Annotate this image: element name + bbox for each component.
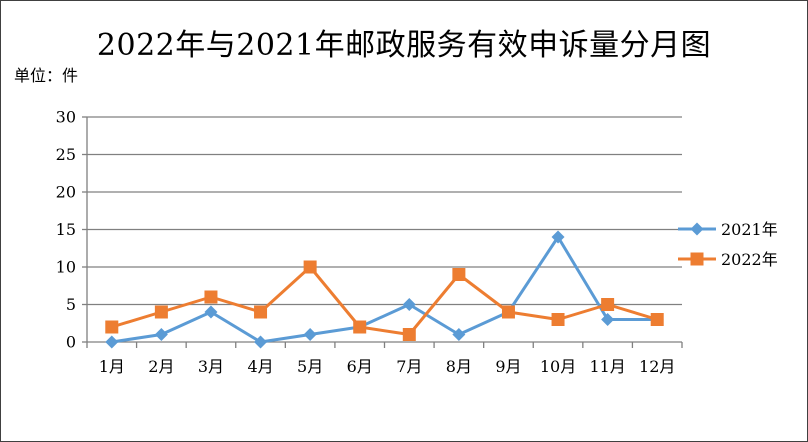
data-point [402, 298, 416, 311]
data-point [254, 335, 268, 349]
y-tick-label: 10 [56, 258, 76, 277]
unit-label: 单位：件 [14, 66, 79, 85]
data-point [650, 313, 664, 326]
y-tick-label: 15 [56, 220, 76, 239]
x-tick-label: 10月 [540, 357, 576, 376]
x-tick-label: 2月 [148, 357, 174, 376]
x-tick-labels: 1月 2月 3月 4月 5月 6月 7月 8月 9月 10月 11月 12月 [99, 357, 676, 376]
x-tick-label: 4月 [247, 357, 273, 376]
legend-label: 2021年 [721, 220, 778, 239]
data-point [204, 305, 218, 319]
x-tick-label: 3月 [198, 357, 224, 376]
series-1 [105, 260, 664, 341]
data-point [254, 305, 268, 319]
data-point [154, 328, 168, 341]
x-tick-label: 1月 [99, 357, 125, 376]
data-point [105, 335, 119, 349]
x-tick-label: 5月 [297, 357, 323, 376]
legend-item: 2022年 [678, 250, 778, 269]
chart-title: 2022年与2021年邮政服务有效申诉量分月图 [96, 28, 712, 63]
y-tick-label: 20 [56, 183, 76, 202]
y-tick-label: 25 [56, 145, 76, 164]
data-point [551, 230, 565, 244]
x-tick-label: 9月 [495, 357, 521, 376]
data-point [551, 313, 565, 326]
data-point [690, 252, 704, 266]
x-tick-label: 12月 [639, 357, 675, 376]
legend-label: 2022年 [721, 250, 778, 269]
x-tick-label: 8月 [446, 357, 472, 376]
data-point [204, 290, 218, 304]
legend-item: 2021年 [678, 220, 778, 239]
data-point [105, 320, 119, 334]
gridlines [87, 116, 682, 306]
axes [82, 116, 683, 348]
data-point [601, 313, 615, 326]
data-point [303, 328, 317, 341]
data-point [601, 298, 615, 311]
x-tick-label: 6月 [347, 357, 373, 376]
legend: 2021年 2022年 [678, 220, 778, 269]
data-point [303, 260, 317, 274]
data-point [154, 305, 168, 319]
data-point [452, 328, 466, 341]
series-line [111, 235, 658, 344]
series-group [105, 230, 664, 349]
y-tick-labels: 0 5 10 15 20 25 30 [56, 108, 76, 352]
x-tick-label: 7月 [396, 357, 422, 376]
data-point [402, 328, 416, 341]
series-line [111, 265, 658, 336]
y-tick-label: 0 [66, 333, 76, 352]
data-point [690, 222, 704, 236]
data-point [501, 305, 515, 319]
data-point [353, 320, 367, 334]
y-tick-label: 30 [56, 108, 76, 127]
y-tick-label: 5 [66, 295, 76, 314]
data-point [452, 268, 466, 281]
x-tick-label: 11月 [589, 357, 625, 376]
